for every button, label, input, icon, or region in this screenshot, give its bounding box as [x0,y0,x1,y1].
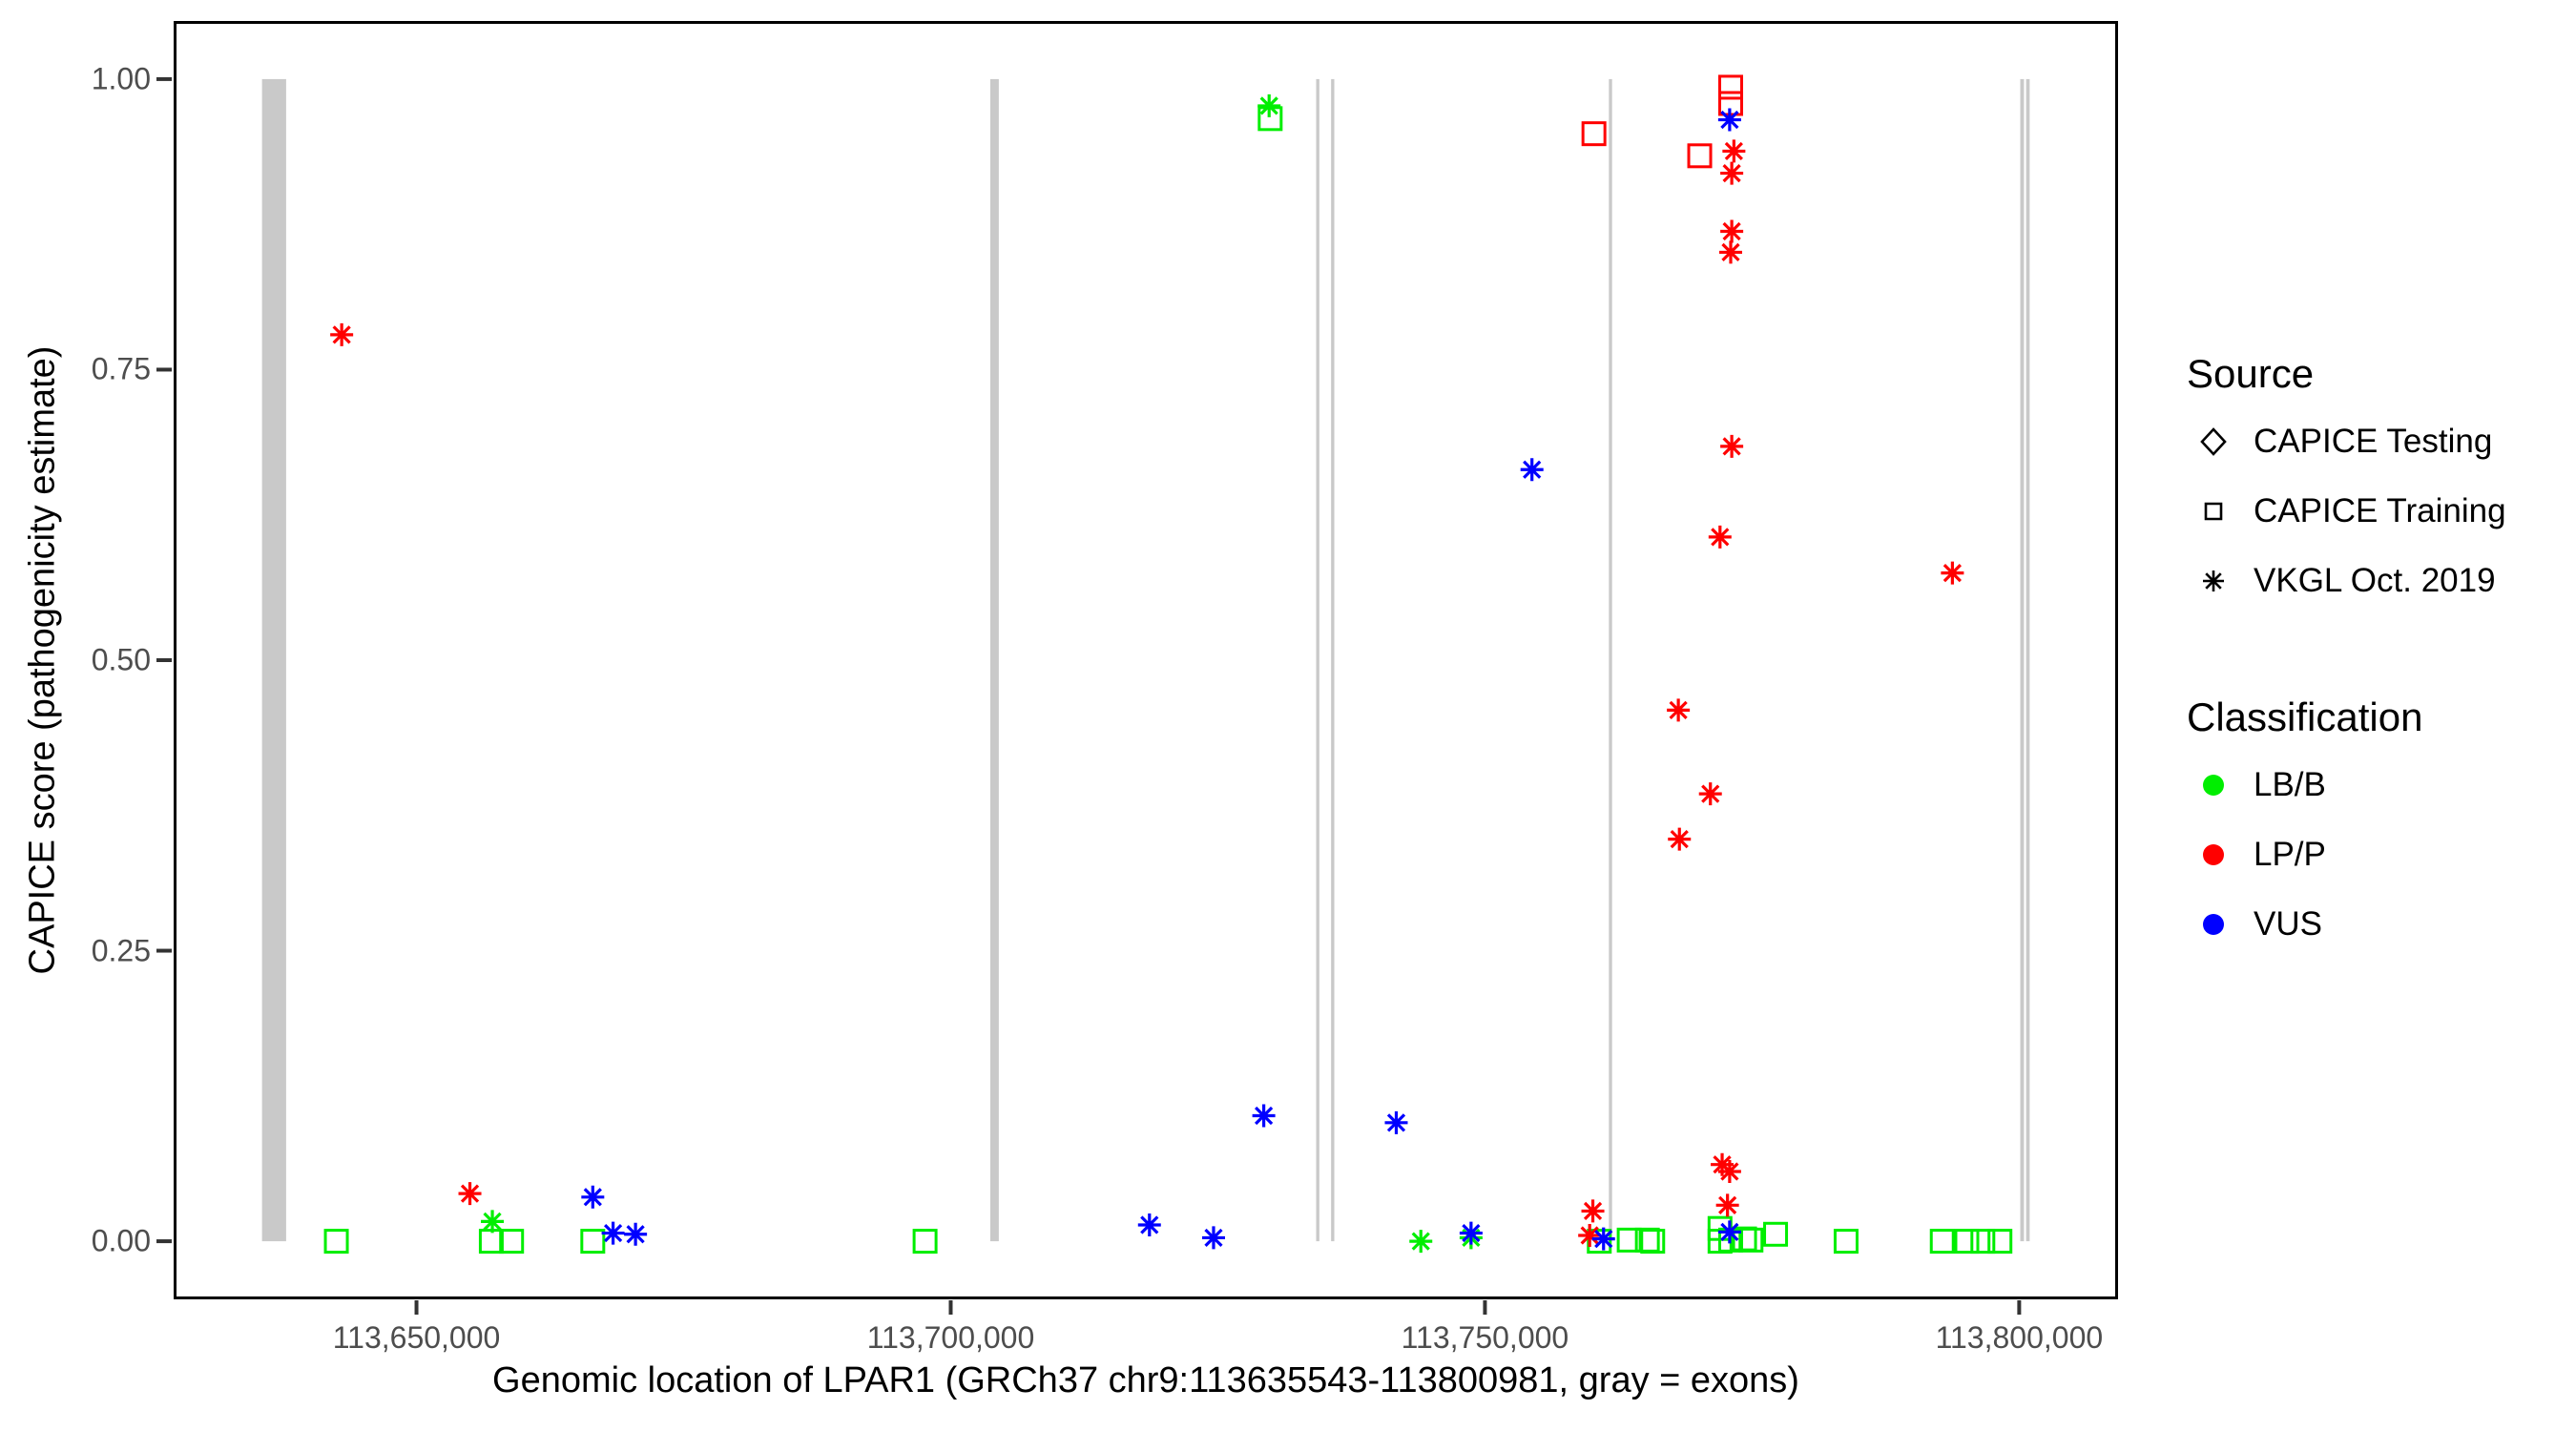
legend-classification-item: VUS [2194,905,2422,944]
x-axis-title: Genomic location of LPAR1 (GRCh37 chr9:1… [492,1360,1799,1400]
legend-source-title: Source [2187,351,2315,396]
legend-classification-title: Classification [2187,695,2423,739]
y-tick-mark [156,367,172,372]
y-tick-label: 1.00 [91,61,151,96]
square-key-icon [2194,492,2233,530]
y-tick-label: 0.50 [91,642,151,677]
legend-classification-item-label: LB/B [2254,766,2326,803]
classification-dot-icon [2194,836,2233,874]
x-tick-label: 113,750,000 [1401,1320,1569,1355]
x-tick-mark [414,1300,419,1315]
y-tick-label: 0.25 [91,933,151,968]
y-tick-label: 0.75 [91,351,151,386]
y-tick-mark [156,658,172,662]
x-tick-mark [1483,1300,1487,1315]
legend-classification-item-label: LP/P [2254,836,2326,873]
x-tick-label: 113,700,000 [866,1320,1035,1355]
asterisk-key-icon [2194,562,2233,600]
y-tick-mark [156,76,172,81]
plot-panel [174,21,2118,1299]
legend-classification-item: LB/B [2194,766,2422,804]
classification-dot-icon [2194,905,2233,944]
legend-source-item: VKGL Oct. 2019 [2194,562,2506,600]
legend-classification-items: LB/B LP/P VUS [2194,766,2422,944]
legend-classification: Classification LB/B LP/P VUS [2187,695,2422,975]
x-tick-label: 113,800,000 [1935,1320,2104,1355]
x-tick-mark [2017,1300,2022,1315]
x-tick-mark [948,1300,953,1315]
legend-source-item-label: CAPICE Training [2254,492,2506,529]
diamond-key-icon [2194,423,2233,461]
legend-source-item: CAPICE Testing [2194,423,2506,461]
y-tick-label: 0.00 [91,1223,151,1258]
legend-source-item: CAPICE Training [2194,492,2506,530]
classification-dot-icon [2194,766,2233,804]
legend-source-item-label: VKGL Oct. 2019 [2254,562,2496,599]
legend-classification-item: LP/P [2194,836,2422,874]
legend-source: Source CAPICE Testing CAPICE Training VKGL… [2187,351,2506,632]
y-tick-mark [156,1239,172,1244]
x-tick-label: 113,650,000 [332,1320,501,1355]
legend-classification-item-label: VUS [2254,905,2322,943]
y-tick-mark [156,948,172,953]
legend-source-item-label: CAPICE Testing [2254,423,2493,460]
legend-source-items: CAPICE Testing CAPICE Training VKGL Oct. 2… [2194,423,2506,600]
